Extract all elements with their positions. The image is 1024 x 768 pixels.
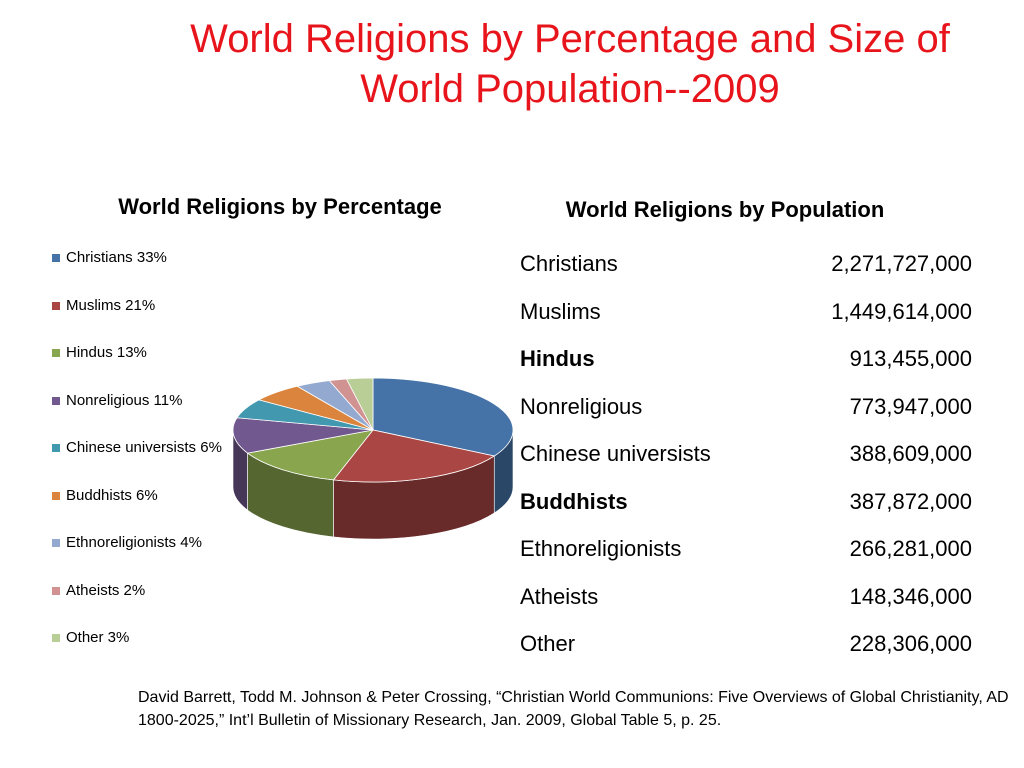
pie-chart-title: World Religions by Percentage: [118, 194, 442, 219]
population-value: 1,449,614,000: [831, 298, 972, 324]
legend-swatch: [52, 301, 60, 310]
table-row: Muslims 1,449,614,000: [520, 288, 976, 335]
population-value: 387,872,000: [849, 488, 972, 514]
legend-swatch: [52, 539, 60, 547]
religion-name: Buddhists: [520, 488, 628, 514]
pie-slice-other: [345, 377, 374, 431]
religion-name: Nonreligious: [520, 393, 643, 419]
legend-item: Nonreligious 11%: [52, 389, 232, 412]
religion-name: Muslims: [520, 298, 601, 324]
population-value: 266,281,000: [849, 536, 972, 561]
legend-item: Hindus 13%: [52, 341, 232, 364]
table-row: Chinese universists 388,609,000: [520, 430, 976, 477]
legend-label: Muslims 21%: [66, 296, 156, 314]
religion-name: Other: [520, 631, 576, 656]
citation-text: David Barrett, Todd M. Johnson & Peter C…: [138, 689, 1009, 729]
legend-label: Hindus 13%: [66, 344, 147, 361]
legend-swatch: [52, 634, 60, 642]
legend-label: Atheists 2%: [66, 581, 146, 599]
population-value: 2,271,727,000: [831, 251, 972, 276]
legend-item: Chinese universists 6%: [52, 436, 232, 459]
table-row: Other 228,306,000: [520, 620, 976, 667]
pie-chart: [232, 377, 514, 540]
pie-slice-muslims: [332, 429, 496, 483]
slide-title: World Religions by Percentage and Size o…: [190, 17, 950, 111]
legend-swatch: [52, 396, 60, 405]
legend-label: Chinese universists 6%: [66, 439, 222, 456]
population-value: 228,306,000: [849, 631, 972, 656]
legend-label: Christians 33%: [66, 249, 167, 266]
legend-label: Buddhists 6%: [66, 486, 158, 504]
table-row: Hindus 913,455,000: [520, 335, 976, 382]
legend-item: Other 3%: [52, 626, 232, 649]
table-row: Atheists 148,346,000: [520, 573, 976, 620]
legend-label: Nonreligious 11%: [66, 391, 183, 409]
legend-item: Christians 33%: [52, 246, 232, 269]
table-row: Ethnoreligionists 266,281,000: [520, 525, 976, 572]
religion-name: Atheists: [520, 583, 599, 609]
legend-label: Ethnoreligionists 4%: [66, 534, 202, 551]
table-row: Christians 2,271,727,000: [520, 240, 976, 287]
legend-swatch: [52, 349, 60, 357]
legend-label: Other 3%: [66, 629, 130, 646]
pie-slice-christians: [372, 377, 514, 457]
legend-item: Atheists 2%: [52, 579, 232, 602]
table-row: Buddhists 387,872,000: [520, 478, 976, 525]
pie-slice-hindus: [246, 429, 374, 481]
legend-swatch: [52, 586, 60, 595]
legend-item: Buddhists 6%: [52, 484, 232, 507]
legend-swatch: [52, 444, 60, 452]
table-row: Nonreligious 773,947,000: [520, 383, 976, 430]
religion-name: Hindus: [520, 346, 595, 371]
legend-swatch: [52, 491, 60, 500]
population-table-title: World Religions by Population: [565, 197, 885, 222]
legend-item: Muslims 21%: [52, 294, 232, 317]
population-value: 773,947,000: [849, 393, 972, 419]
religion-name: Christians: [520, 251, 618, 276]
pie-slice-nonreligious: [232, 417, 374, 454]
legend-item: Ethnoreligionists 4%: [52, 531, 232, 554]
population-value: 913,455,000: [849, 346, 972, 371]
population-value: 148,346,000: [849, 583, 972, 609]
religion-name: Ethnoreligionists: [520, 536, 682, 561]
population-value: 388,609,000: [849, 441, 972, 466]
legend-swatch: [52, 254, 60, 262]
religion-name: Chinese universists: [520, 441, 711, 466]
